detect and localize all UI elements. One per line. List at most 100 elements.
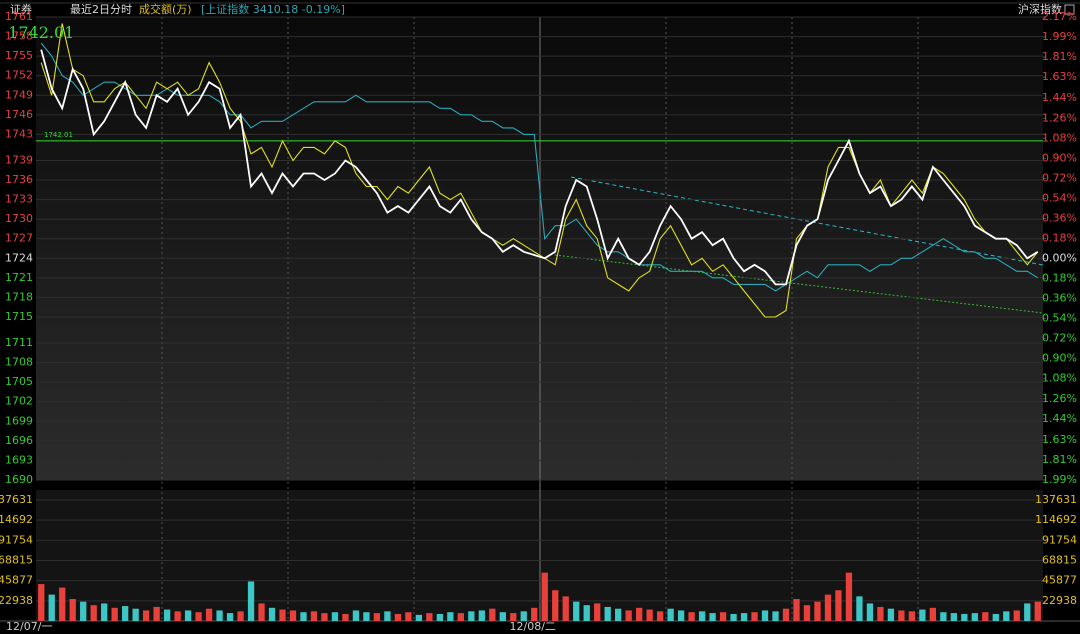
volume-bar xyxy=(814,601,821,621)
y2-tick-label: 1.44% xyxy=(1042,91,1077,104)
volume-bar xyxy=(751,612,758,621)
y2-tick-label: 0.36% xyxy=(1042,211,1077,224)
y-tick-label: 45877 xyxy=(0,574,33,587)
volume-bar xyxy=(478,610,485,621)
y-tick-label: 1739 xyxy=(5,153,33,166)
x-tick-label: 12/08/二 xyxy=(510,620,556,633)
volume-bar xyxy=(594,603,601,621)
volume-bar xyxy=(803,605,811,621)
volume-bar xyxy=(195,612,202,621)
period: 最近2日分时 xyxy=(70,3,132,16)
volume-bar xyxy=(153,606,160,621)
y-tick-label: 1724 xyxy=(5,251,33,264)
volume-bar xyxy=(866,603,874,621)
volume-bar xyxy=(321,613,328,621)
volume-bar xyxy=(457,613,464,621)
reference-label: 1742.01 xyxy=(44,131,73,139)
volume-bar xyxy=(719,612,727,621)
y-tick-label: 1715 xyxy=(5,310,33,323)
y-tick-label: 1708 xyxy=(5,356,33,369)
y-tick-label: 91754 xyxy=(1042,533,1077,546)
volume-bar xyxy=(300,612,307,621)
volume-bar xyxy=(468,611,475,621)
volume-bar xyxy=(1003,611,1010,621)
volume-bar xyxy=(793,599,800,621)
volume-bar xyxy=(69,599,76,621)
y-tick-label: 1743 xyxy=(5,127,33,140)
volume-bar xyxy=(184,610,192,621)
y-tick-label: 1749 xyxy=(5,88,33,101)
y2-tick-label: 0.18% xyxy=(1042,231,1077,244)
volume-bar xyxy=(510,613,517,621)
volume-bar xyxy=(122,606,129,621)
y2-tick-label: 0.00% xyxy=(1042,252,1077,265)
volume-bar xyxy=(342,613,349,621)
volume-bar xyxy=(625,610,632,621)
price-line xyxy=(40,42,1039,292)
volume-bar xyxy=(982,612,989,621)
volume-bar xyxy=(405,612,412,621)
volume-bar xyxy=(279,609,286,621)
volume-bar xyxy=(929,607,937,621)
volume-bar xyxy=(101,603,108,621)
volume-bar xyxy=(436,613,443,621)
volume-bar xyxy=(352,610,360,621)
volume-label: 成交额(万) xyxy=(139,2,192,16)
volume-bar xyxy=(531,607,538,621)
y-tick-label: 1690 xyxy=(5,473,33,486)
y-tick-label: 137631 xyxy=(1035,493,1077,506)
volume-bar xyxy=(636,607,643,621)
volume-bar xyxy=(289,610,297,621)
volume-bar xyxy=(38,584,45,621)
trend-line xyxy=(554,254,1044,314)
volume-bar xyxy=(604,606,611,621)
y-tick-label: 1727 xyxy=(5,232,33,245)
stock-name: 证券 xyxy=(10,2,32,16)
volume-bar xyxy=(520,611,527,621)
y-tick-label: 137631 xyxy=(0,493,33,506)
y-tick-label: 1758 xyxy=(5,30,33,43)
volume-bar xyxy=(845,572,853,621)
volume-bar xyxy=(258,603,265,621)
y-tick-label: 1699 xyxy=(5,414,33,427)
volume-bar xyxy=(205,608,213,621)
volume-bar xyxy=(142,610,150,621)
volume-bar xyxy=(740,613,748,621)
y-tick-label: 1702 xyxy=(5,395,33,408)
volume-bar xyxy=(646,609,653,621)
y-tick-label: 1746 xyxy=(5,108,33,121)
volume-bar xyxy=(940,612,947,621)
y-tick-label: 1730 xyxy=(5,212,33,225)
index-button-icon[interactable] xyxy=(1064,4,1075,15)
y2-tick-label: 0.54% xyxy=(1042,312,1077,325)
price-line xyxy=(40,49,1039,286)
volume-bar xyxy=(688,612,695,621)
y2-tick-label: 0.72% xyxy=(1042,171,1077,184)
y-tick-label: 1736 xyxy=(5,173,33,186)
y2-tick-label: 1.26% xyxy=(1042,392,1077,405)
volume-bar xyxy=(499,612,506,621)
y2-tick-label: 0.72% xyxy=(1042,332,1077,345)
volume-bar xyxy=(856,596,863,621)
volume-bar xyxy=(761,610,769,621)
volume-bar xyxy=(111,607,118,621)
volume-bar xyxy=(698,611,706,621)
volume-bar xyxy=(268,607,276,621)
y-tick-label: 1711 xyxy=(5,336,33,349)
y-tick-label: 22938 xyxy=(1042,594,1077,607)
volume-bar xyxy=(782,608,790,621)
index-button[interactable]: 沪深指数 xyxy=(1018,2,1062,16)
y-tick-label: 1733 xyxy=(5,193,33,206)
y-tick-label: 1761 xyxy=(5,10,33,23)
y2-tick-label: 1.81% xyxy=(1042,453,1077,466)
y2-tick-label: 1.99% xyxy=(1042,30,1077,43)
volume-bar xyxy=(730,613,737,621)
volume-bar xyxy=(562,596,569,621)
volume-bar xyxy=(447,612,454,621)
y-tick-label: 91754 xyxy=(0,533,33,546)
y2-tick-label: 1.63% xyxy=(1042,70,1077,83)
index-info: [上证指数 3410.18 -0.19%] xyxy=(201,2,345,16)
volume-bar xyxy=(80,601,87,621)
